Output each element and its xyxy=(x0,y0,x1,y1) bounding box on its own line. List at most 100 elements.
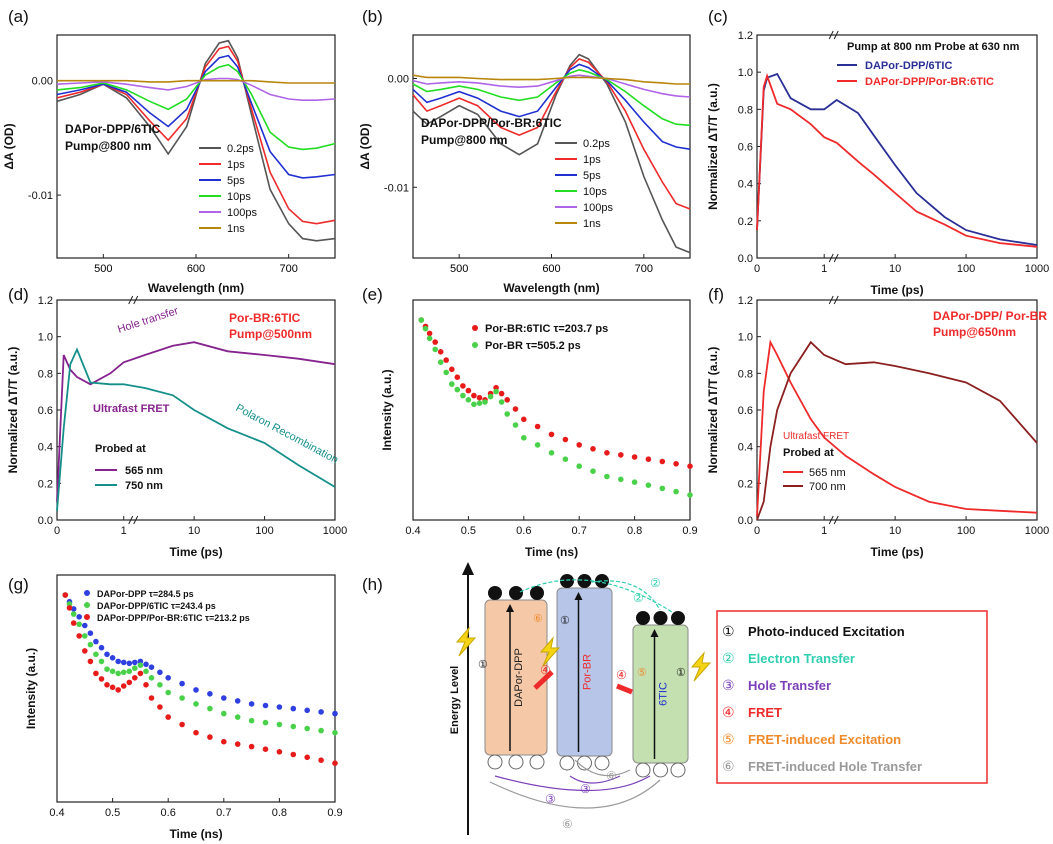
data-point xyxy=(221,738,227,745)
data-point xyxy=(93,670,99,677)
chart-g: (g) Time (ns) Intensity (a.u.) 0.4 0.5 0.6 0.7… xyxy=(8,574,343,841)
electron-dot xyxy=(530,586,544,600)
y-tick-label: 0.0 xyxy=(38,515,53,527)
legend-label: DAPor-DPP/6TIC τ=243.4 ps xyxy=(97,601,216,611)
data-point xyxy=(148,695,155,701)
data-point xyxy=(207,691,213,697)
x-tick-label: 0.4 xyxy=(405,525,420,537)
energy-axis-label: Energy Level xyxy=(449,666,461,734)
x-tick-label: 600 xyxy=(542,263,560,275)
marker-two: ② xyxy=(633,591,644,605)
data-point xyxy=(521,435,527,441)
legend-text: FRET-induced Hole Transfer xyxy=(748,759,922,774)
data-point xyxy=(132,665,138,671)
series-line xyxy=(56,341,336,502)
y-axis-label: Normalized ΔT/T (a.u.) xyxy=(6,347,20,474)
annotation-fret: Ultrafast FRET xyxy=(783,431,849,442)
x-tick-label: 700 xyxy=(279,263,297,275)
legend-label: DAPor-DPP τ=284.5 ps xyxy=(97,589,194,599)
data-point xyxy=(318,757,324,763)
data-point xyxy=(645,456,652,463)
electron-dot xyxy=(560,574,574,588)
data-point xyxy=(143,682,149,688)
legend-title: Probed at xyxy=(783,447,834,459)
axis-break xyxy=(828,253,839,263)
legend-marker xyxy=(84,602,90,608)
energy-box-label: DAPor-DPP xyxy=(513,648,525,707)
energy-box-label: Por-BR xyxy=(582,654,594,690)
panel-label: (a) xyxy=(8,7,29,26)
marker-four: ④ xyxy=(540,663,551,677)
x-axis-label: Time (ps) xyxy=(870,283,923,297)
data-point xyxy=(562,436,569,443)
x-tick-label: 500 xyxy=(94,263,112,275)
electron-dot xyxy=(509,586,523,600)
x-tick-label: 0.8 xyxy=(272,807,287,819)
legend-number: ③ xyxy=(722,677,735,693)
data-point xyxy=(471,392,477,399)
y-tick-label: 1.2 xyxy=(38,295,53,307)
data-point xyxy=(332,760,338,766)
electron-dot xyxy=(636,611,650,625)
data-point xyxy=(504,411,511,417)
x-tick-label: 0 xyxy=(754,525,760,537)
data-point xyxy=(454,386,461,393)
data-point xyxy=(493,388,499,395)
marker-two: ② xyxy=(650,576,661,590)
data-point xyxy=(193,687,199,693)
y-tick-label: 0.4 xyxy=(738,179,753,191)
annotation-title: Pump@500nm xyxy=(229,327,312,341)
x-tick-label: 10 xyxy=(188,525,200,537)
x-tick-label: 1000 xyxy=(1025,263,1049,275)
legend-label: 1ps xyxy=(227,159,245,171)
series-line xyxy=(756,73,1038,248)
data-point xyxy=(482,399,488,405)
hole-circle xyxy=(670,762,686,778)
panel-label: (h) xyxy=(362,575,383,594)
hole-circle xyxy=(559,755,575,771)
data-point xyxy=(76,633,82,639)
series-line xyxy=(756,72,1038,246)
legend-label: 5ps xyxy=(583,170,601,182)
legend-number: ⑥ xyxy=(722,758,735,774)
legend-label: Por-BR τ=505.2 ps xyxy=(485,340,581,352)
x-axis-label: Time (ps) xyxy=(169,545,222,559)
y-tick-label: 0.8 xyxy=(38,368,53,380)
data-point xyxy=(148,675,155,681)
data-point xyxy=(443,369,450,376)
legend-title: Probed at xyxy=(95,443,146,455)
data-point xyxy=(332,729,338,736)
y-tick-label: 0.0 xyxy=(738,253,753,265)
data-point xyxy=(98,676,105,682)
data-point xyxy=(126,660,133,667)
annotation: Pump@800 nm xyxy=(65,139,151,153)
x-tick-label: 1000 xyxy=(323,525,347,537)
legend-marker xyxy=(84,614,90,620)
data-point xyxy=(82,633,88,639)
data-point xyxy=(62,592,69,598)
series-line-0.2ps xyxy=(412,53,691,254)
marker-six: ⑥ xyxy=(606,769,617,783)
marker-one: ① xyxy=(478,659,488,671)
data-point xyxy=(673,488,679,495)
x-tick-label: 0.6 xyxy=(161,807,176,819)
x-tick-label: 0 xyxy=(754,263,760,275)
data-point xyxy=(534,442,541,448)
data-point xyxy=(126,668,133,675)
legend-number: ① xyxy=(722,623,735,639)
data-point xyxy=(76,614,82,620)
data-point xyxy=(87,658,94,665)
marker-three: ③ xyxy=(545,792,556,806)
data-point xyxy=(454,374,461,381)
chart-f: (f) Time (ps) Normalized ΔT/T (a.u.) 0 1 10 10… xyxy=(706,285,1049,559)
data-point xyxy=(449,381,455,387)
legend-label: 0.2ps xyxy=(227,143,254,155)
process-legend-box xyxy=(716,610,988,784)
data-point xyxy=(66,601,73,607)
data-point xyxy=(332,710,338,717)
legend-text: Hole Transfer xyxy=(748,678,831,693)
data-point xyxy=(120,669,127,676)
data-point xyxy=(115,687,121,693)
data-point xyxy=(126,679,133,686)
x-tick-label: 0.9 xyxy=(327,807,342,819)
